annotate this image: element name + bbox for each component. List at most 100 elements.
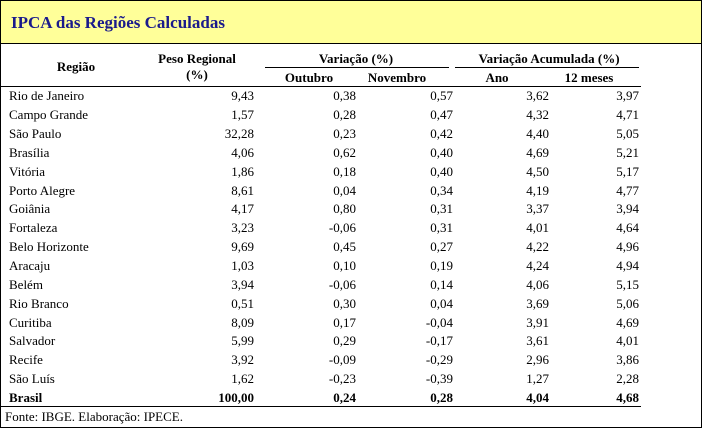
cell-peso: 1,62 <box>231 371 254 387</box>
title-bar: IPCA das Regiões Calculadas <box>1 1 701 44</box>
cell-outubro: 0,04 <box>333 182 356 198</box>
cell-regiao: Brasília <box>9 144 50 160</box>
cell-outubro: 0,80 <box>333 201 356 217</box>
cell-meses12: 4,94 <box>616 258 639 274</box>
table-row: Belém 3,94 -0,06 0,14 4,06 5,15 <box>9 275 639 294</box>
cell-ano: 3,69 <box>526 295 549 311</box>
cell-novembro: 0,40 <box>430 144 453 160</box>
cell-regiao: Porto Alegre <box>9 182 76 198</box>
table-row: Porto Alegre 8,61 0,04 0,34 4,19 4,77 <box>9 181 639 200</box>
cell-ano: 4,69 <box>526 144 549 160</box>
cell-outubro: 0,62 <box>333 144 356 160</box>
cell-peso: 8,61 <box>231 182 254 198</box>
cell-novembro: 0,04 <box>430 295 453 311</box>
cell-peso: 9,43 <box>231 88 254 104</box>
table-bottom-rule <box>1 406 641 407</box>
cell-outubro: 0,30 <box>333 295 356 311</box>
cell-ano: 4,01 <box>526 220 549 236</box>
cell-meses12: 3,86 <box>616 352 639 368</box>
cell-outubro: 0,18 <box>333 163 356 179</box>
cell-peso: 4,17 <box>231 201 254 217</box>
header-peso-line1: Peso Regional <box>158 51 236 66</box>
total-row: Brasil 100,00 0,24 0,28 4,04 4,68 <box>9 389 639 408</box>
cell-regiao: Rio de Janeiro <box>9 88 85 104</box>
cell-ano: 4,06 <box>526 276 549 292</box>
cell-meses12: 2,28 <box>616 371 639 387</box>
cell-meses12: 4,69 <box>616 314 639 330</box>
cell-regiao: Fortaleza <box>9 220 58 236</box>
cell-meses12: 4,64 <box>616 220 639 236</box>
total-cell-novembro: 0,28 <box>430 389 453 405</box>
cell-ano: 1,27 <box>526 371 549 387</box>
cell-novembro: 0,14 <box>430 276 453 292</box>
cell-outubro: -0,06 <box>328 220 356 236</box>
cell-meses12: 5,21 <box>616 144 639 160</box>
table-row: Recife 3,92 -0,09 -0,29 2,96 3,86 <box>9 351 639 370</box>
cell-outubro: 0,17 <box>333 314 356 330</box>
cell-novembro: 0,47 <box>430 107 453 123</box>
cell-ano: 3,61 <box>526 333 549 349</box>
cell-novembro: -0,17 <box>425 333 453 349</box>
data-table: Rio de Janeiro 9,43 0,38 0,57 3,62 3,97 Campo … <box>9 87 639 407</box>
header-variacao-rule <box>265 67 449 68</box>
total-cell-ano: 4,04 <box>526 389 549 405</box>
cell-novembro: -0,29 <box>425 352 453 368</box>
cell-ano: 4,40 <box>526 126 549 142</box>
cell-meses12: 3,94 <box>616 201 639 217</box>
cell-regiao: Recife <box>9 352 43 368</box>
table-row: Vitória 1,86 0,18 0,40 4,50 5,17 <box>9 162 639 181</box>
header-12-meses: 12 meses <box>564 70 614 85</box>
cell-peso: 1,03 <box>231 258 254 274</box>
cell-novembro: -0,39 <box>425 371 453 387</box>
cell-regiao: Campo Grande <box>9 107 89 123</box>
cell-ano: 4,50 <box>526 163 549 179</box>
header-acumulada: Variação Acumulada (%) <box>478 51 620 66</box>
cell-outubro: 0,23 <box>333 126 356 142</box>
cell-meses12: 3,97 <box>616 88 639 104</box>
header-acumulada-rule <box>455 67 639 68</box>
cell-peso: 32,28 <box>224 126 254 142</box>
cell-meses12: 4,77 <box>616 182 639 198</box>
cell-outubro: 0,45 <box>333 239 356 255</box>
table-row: Rio de Janeiro 9,43 0,38 0,57 3,62 3,97 <box>9 87 639 106</box>
cell-meses12: 5,15 <box>616 276 639 292</box>
cell-meses12: 4,96 <box>616 239 639 255</box>
cell-ano: 4,19 <box>526 182 549 198</box>
cell-meses12: 4,01 <box>616 333 639 349</box>
table-row: Aracaju 1,03 0,10 0,19 4,24 4,94 <box>9 257 639 276</box>
table-row: Brasília 4,06 0,62 0,40 4,69 5,21 <box>9 144 639 163</box>
cell-ano: 4,24 <box>526 258 549 274</box>
cell-regiao: Belo Horizonte <box>9 239 89 255</box>
table-row: Fortaleza 3,23 -0,06 0,31 4,01 4,64 <box>9 219 639 238</box>
table-row: Rio Branco 0,51 0,30 0,04 3,69 5,06 <box>9 294 639 313</box>
cell-peso: 5,99 <box>231 333 254 349</box>
cell-outubro: 0,10 <box>333 258 356 274</box>
header-outubro: Outubro <box>284 70 334 85</box>
table-row: Belo Horizonte 9,69 0,45 0,27 4,22 4,96 <box>9 238 639 257</box>
total-cell-outubro: 0,24 <box>333 389 356 405</box>
table-row: Campo Grande 1,57 0,28 0,47 4,32 4,71 <box>9 106 639 125</box>
cell-peso: 3,92 <box>231 352 254 368</box>
cell-regiao: São Luís <box>9 371 55 387</box>
cell-novembro: 0,31 <box>430 201 453 217</box>
cell-novembro: 0,27 <box>430 239 453 255</box>
cell-ano: 4,22 <box>526 239 549 255</box>
cell-regiao: Rio Branco <box>9 295 69 311</box>
cell-novembro: 0,40 <box>430 163 453 179</box>
total-cell-peso: 100,00 <box>218 389 254 405</box>
cell-ano: 3,62 <box>526 88 549 104</box>
source-note: Fonte: IBGE. Elaboração: IPECE. <box>5 409 183 424</box>
cell-meses12: 5,05 <box>616 126 639 142</box>
cell-peso: 9,69 <box>231 239 254 255</box>
cell-regiao: Goiânia <box>9 201 51 217</box>
cell-novembro: 0,57 <box>430 88 453 104</box>
cell-regiao: São Paulo <box>9 126 62 142</box>
cell-ano: 4,32 <box>526 107 549 123</box>
cell-outubro: 0,28 <box>333 107 356 123</box>
header-novembro: Novembro <box>367 70 427 85</box>
cell-novembro: -0,04 <box>425 314 453 330</box>
header-peso-line2: (%) <box>186 67 208 82</box>
header-regiao: Região <box>56 59 96 74</box>
cell-regiao: Belém <box>9 276 43 292</box>
